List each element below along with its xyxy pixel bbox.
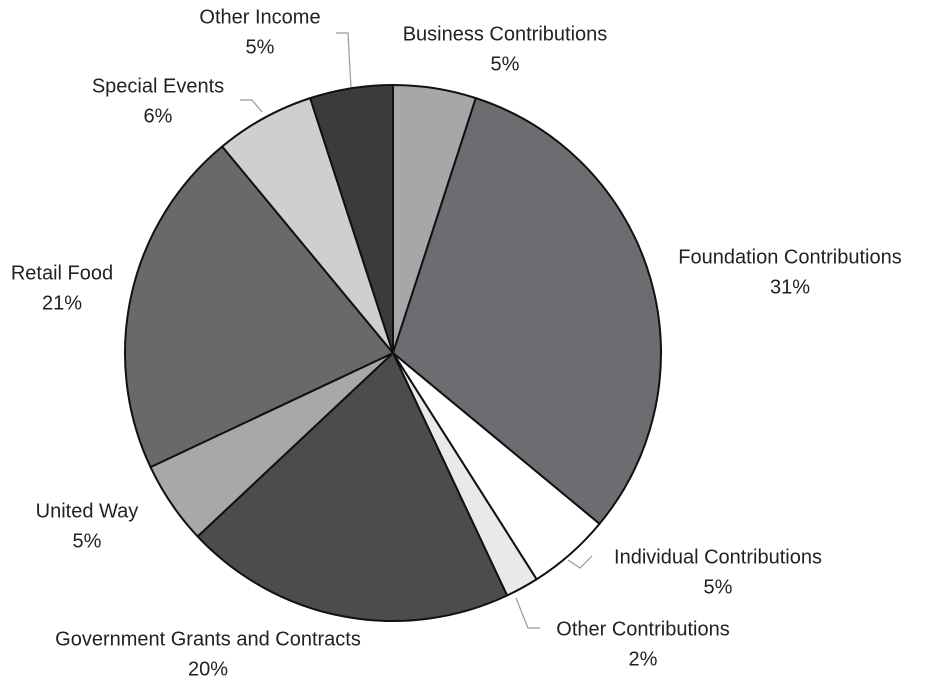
leader-line [336,32,352,89]
pie-slice [392,97,662,525]
leader-line [567,555,593,569]
slice-label: Other Income [199,6,320,28]
slice-value-label: 6% [144,105,173,127]
pie-slice [196,352,509,622]
slice-label: Other Contributions [556,618,729,640]
slice-label: Individual Contributions [614,546,822,568]
slice-label: Business Contributions [403,23,608,45]
leader-line [240,99,263,113]
slice-value-label: 5% [246,36,275,58]
pie-slice [124,145,394,469]
slice-label: Special Events [92,75,224,97]
pie-slice [309,84,394,354]
slice-value-label: 5% [704,576,733,598]
slice-label: Government Grants and Contracts [55,628,361,650]
slice-value-label: 2% [629,648,658,670]
slice-value-label: 21% [42,292,82,314]
slice-value-label: 5% [491,53,520,75]
slice-value-label: 31% [770,276,810,298]
slice-value-label: 20% [188,658,228,680]
slice-label: Foundation Contributions [678,246,901,268]
leader-line [515,597,540,629]
slice-label: Retail Food [11,262,113,284]
slice-label: United Way [36,500,139,522]
slice-value-label: 5% [73,530,102,552]
